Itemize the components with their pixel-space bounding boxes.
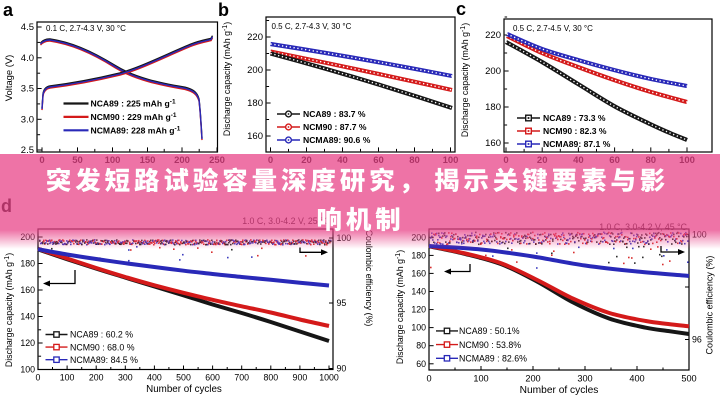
svg-text:Coulombic efficiency (%): Coulombic efficiency (%) [364,230,374,327]
svg-text:a: a [3,0,14,20]
svg-text:NCM90 : 68.0 %: NCM90 : 68.0 % [70,342,135,352]
svg-text:0: 0 [426,374,431,384]
svg-text:NCA89 : 50.1%: NCA89 : 50.1% [459,326,520,336]
svg-text:180: 180 [485,102,501,113]
svg-text:Coulombic efficiency (%): Coulombic efficiency (%) [705,256,715,355]
svg-text:200: 200 [89,373,104,383]
svg-text:NCM90 : 82.3 %: NCM90 : 82.3 % [543,126,607,136]
svg-text:NCMA89: 84.5 %: NCMA89: 84.5 % [70,355,138,365]
svg-text:700: 700 [234,373,249,383]
svg-text:90: 90 [337,364,347,374]
svg-text:1000: 1000 [319,373,339,383]
svg-text:300: 300 [118,373,133,383]
svg-text:b: b [218,0,229,20]
svg-text:180: 180 [247,98,263,109]
svg-text:0.5 C, 2.7-4.3 V, 30 °C: 0.5 C, 2.7-4.3 V, 30 °C [272,22,352,31]
svg-text:96: 96 [692,335,702,345]
svg-text:NCMA89 : 82.6%: NCMA89 : 82.6% [459,354,527,364]
svg-text:180: 180 [20,259,35,269]
svg-text:300: 300 [577,374,592,384]
svg-text:95: 95 [337,298,347,308]
svg-text:120: 120 [411,305,426,315]
svg-text:500: 500 [176,373,191,383]
svg-text:NCA89 : 60.2 %: NCA89 : 60.2 % [70,330,133,340]
svg-text:0: 0 [36,373,41,383]
svg-text:NCMA89: 87.1 %: NCMA89: 87.1 % [543,139,611,149]
svg-text:Discharge capacity (mAh g-1): Discharge capacity (mAh g-1) [395,250,405,364]
svg-text:NCA89 : 83.7 %: NCA89 : 83.7 % [303,109,366,119]
svg-text:2.5: 2.5 [21,145,34,156]
svg-text:Discharge capacity (mAh g-1): Discharge capacity (mAh g-1) [4,253,14,367]
svg-text:100: 100 [20,365,35,375]
svg-text:4.5: 4.5 [21,22,34,33]
svg-text:220: 220 [247,32,263,43]
svg-text:NCM90 : 87.7 %: NCM90 : 87.7 % [303,122,367,132]
svg-text:0.5 C, 2.7-4.5 V, 30 °C: 0.5 C, 2.7-4.5 V, 30 °C [513,24,593,33]
svg-text:Number of cycles: Number of cycles [146,384,222,395]
svg-text:100: 100 [473,374,488,384]
svg-text:NCMA89: 90.6 %: NCMA89: 90.6 % [303,135,371,145]
svg-text:Discharge capacity (mAh g-1): Discharge capacity (mAh g-1) [222,22,232,136]
svg-text:100: 100 [411,323,426,333]
svg-text:NCA89 : 73.3 %: NCA89 : 73.3 % [543,113,606,123]
svg-text:NCM90 : 229 mAh g-1: NCM90 : 229 mAh g-1 [91,112,177,122]
svg-text:200: 200 [525,374,540,384]
svg-text:160: 160 [20,285,35,295]
svg-text:160: 160 [411,268,426,278]
svg-text:0.1 C, 2.7-4.3 V, 30 °C: 0.1 C, 2.7-4.3 V, 30 °C [46,24,126,33]
svg-text:c: c [456,0,466,19]
svg-text:600: 600 [205,373,220,383]
svg-text:80: 80 [416,341,426,351]
svg-text:3.5: 3.5 [21,84,34,95]
svg-text:60: 60 [416,359,426,369]
svg-text:Voltage (V): Voltage (V) [3,55,14,101]
svg-text:100: 100 [60,373,75,383]
svg-text:Discharge capacity (mAh g-1): Discharge capacity (mAh g-1) [460,23,470,137]
svg-text:220: 220 [485,30,501,41]
svg-text:400: 400 [629,374,644,384]
svg-text:900: 900 [293,373,308,383]
svg-text:3.0: 3.0 [21,115,34,126]
svg-text:180: 180 [411,250,426,260]
svg-text:140: 140 [411,287,426,297]
svg-text:800: 800 [263,373,278,383]
svg-text:Number of cycles: Number of cycles [520,385,599,396]
svg-text:4.0: 4.0 [21,53,34,64]
svg-text:500: 500 [681,374,696,384]
svg-text:NCM90 : 53.8%: NCM90 : 53.8% [459,340,521,350]
svg-text:NCMA89: 228 mAh g-1: NCMA89: 228 mAh g-1 [91,125,181,135]
svg-text:160: 160 [485,138,501,149]
svg-text:200: 200 [485,66,501,77]
svg-text:200: 200 [247,65,263,76]
svg-text:NCA89 : 225 mAh g-1: NCA89 : 225 mAh g-1 [91,99,176,109]
svg-text:400: 400 [147,373,162,383]
svg-text:160: 160 [247,131,263,142]
svg-text:120: 120 [20,338,35,348]
svg-text:140: 140 [20,312,35,322]
